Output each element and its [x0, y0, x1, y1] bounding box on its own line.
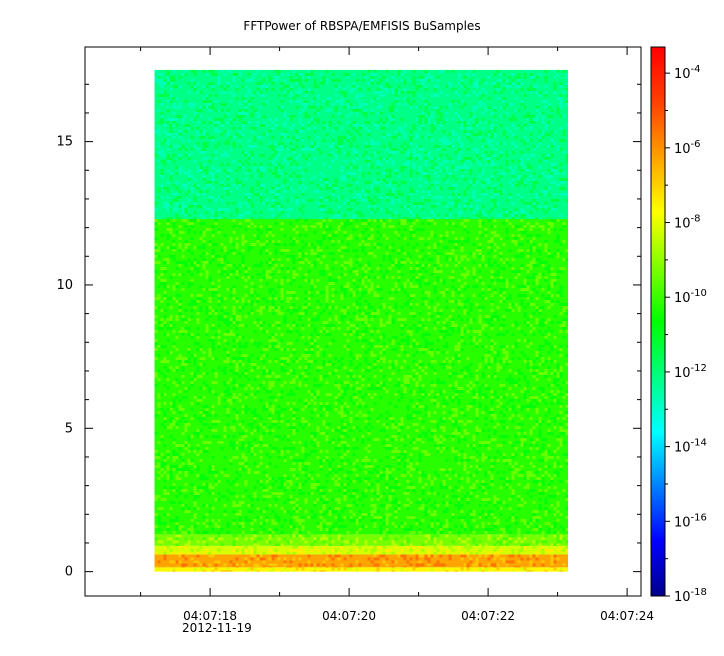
colorbar-tick-label: 10-18	[674, 587, 707, 605]
x-tick-label: 04:07:24	[600, 609, 654, 623]
chart-title: FFTPower of RBSPA/EMFISIS BuSamples	[243, 19, 480, 33]
y-axis: 0 5 10 15	[56, 83, 641, 580]
spectrogram-image	[154, 69, 569, 572]
colorbar-tick-label: 10-16	[674, 512, 707, 530]
colorbar-gradient	[650, 46, 666, 597]
colorbar-tick-label: 10-6	[674, 139, 701, 157]
spectrogram-band	[154, 534, 569, 546]
x-axis: 04:07:18 04:07:20 04:07:22 04:07:24	[140, 47, 654, 623]
colorbar-tick-label: 10-8	[674, 214, 701, 232]
x-tick-label: 04:07:18	[183, 609, 237, 623]
colorbar-ticks: 10-4 10-6 10-8 10-10 10-12 10-14 10-16 10-18	[665, 64, 707, 605]
colorbar-tick-label: 10-12	[674, 363, 707, 381]
y-tick-label: 10	[56, 278, 73, 293]
x-tick-label: 04:07:20	[322, 609, 376, 623]
y-tick-label: 15	[56, 135, 73, 150]
y-tick-label: 5	[65, 421, 73, 436]
colorbar-tick-label: 10-14	[674, 438, 707, 456]
x-tick-label: 04:07:22	[461, 609, 515, 623]
y-tick-label: 0	[65, 565, 73, 580]
colorbar: 10-4 10-6 10-8 10-10 10-12 10-14 10-16 10-18	[650, 46, 707, 605]
colorbar-tick-label: 10-4	[674, 64, 701, 82]
x-axis-date-label: 2012-11-19	[182, 621, 252, 635]
spectrogram-band	[154, 567, 569, 572]
colorbar-tick-label: 10-10	[674, 288, 707, 306]
spectrogram-band	[154, 545, 569, 555]
